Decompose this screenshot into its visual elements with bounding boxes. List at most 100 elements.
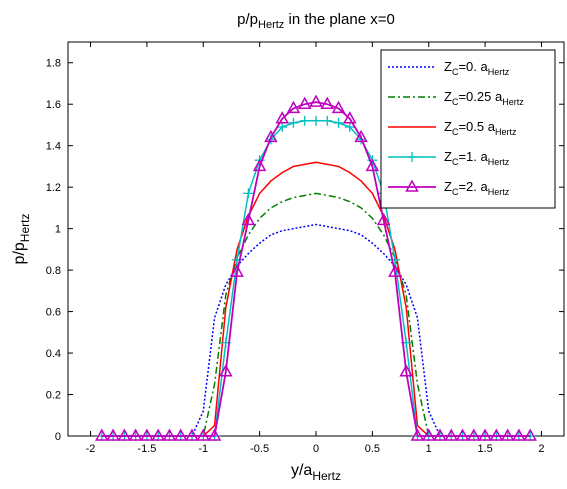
legend-item-1: ZC=0. aHertz [388, 59, 510, 77]
data-point-triangle [399, 364, 413, 377]
data-point-triangle [320, 96, 335, 109]
x-axis-label-main: y/a [291, 462, 312, 479]
legend-label: ZC=0.5 aHertz [444, 119, 517, 137]
legend-label-part: C [452, 157, 459, 167]
legend-label-part: Hertz [495, 127, 517, 137]
data-point-triangle [117, 428, 132, 441]
legend-label-part: =0. a [458, 59, 488, 74]
data-point-triangle [297, 96, 312, 109]
legend-label-part: Hertz [488, 187, 510, 197]
y-axis-label: p/pHertz [11, 214, 32, 265]
data-point-triangle [151, 428, 165, 441]
data-point-triangle [286, 100, 301, 114]
x-tick-label: -1.5 [137, 443, 156, 455]
legend-label-part: Z [444, 119, 452, 134]
legend-label-part: C [452, 67, 459, 77]
data-point-plus [333, 117, 344, 128]
data-point-triangle [230, 264, 244, 277]
data-point-triangle [196, 428, 211, 441]
data-point-triangle [106, 428, 120, 441]
x-axis-label: y/aHertz [291, 462, 341, 483]
legend-label: ZC=0. aHertz [444, 59, 510, 77]
data-point-triangle [467, 428, 481, 441]
y-tick-label: 0.6 [46, 307, 61, 319]
data-point-triangle [264, 129, 278, 143]
data-point-triangle [365, 158, 380, 172]
data-point-triangle [523, 428, 537, 441]
data-point-triangle [354, 129, 368, 143]
x-tick-label: 0 [313, 443, 319, 455]
data-point-triangle [162, 428, 177, 441]
title-rest: in the plane x=0 [284, 11, 395, 28]
legend-label-part: Z [444, 59, 452, 74]
x-tick-label: -0.5 [250, 443, 269, 455]
y-axis-label-main: p/p [11, 242, 28, 264]
data-point-triangle [309, 94, 323, 107]
data-point-plus [243, 188, 254, 199]
data-point-triangle [241, 212, 256, 226]
data-point-plus [311, 115, 321, 126]
legend-label-part: =0.5 a [458, 119, 495, 134]
legend-label: ZC=1. aHertz [444, 149, 510, 167]
data-point-plus [299, 115, 310, 126]
data-point-plus [407, 152, 417, 162]
legend-label-part: C [452, 97, 459, 107]
y-tick-label: 0.4 [46, 348, 61, 360]
y-tick-label: 0 [55, 431, 61, 443]
series-line-1 [101, 223, 531, 437]
data-point-triangle [478, 428, 492, 441]
data-point-triangle [376, 212, 391, 226]
y-tick-label: 1.8 [46, 58, 61, 70]
data-point-triangle [512, 428, 526, 441]
legend-item-2: ZC=0.25 aHertz [388, 89, 524, 107]
data-point-triangle [388, 264, 402, 277]
data-point-triangle [410, 428, 425, 441]
y-tick-label: 1 [55, 224, 61, 236]
data-point-triangle [219, 364, 233, 377]
x-tick-label: -2 [86, 443, 96, 455]
data-point-triangle [140, 428, 154, 441]
y-tick-label: 0.8 [46, 265, 61, 277]
legend-label-part: Hertz [502, 97, 524, 107]
data-point-triangle [343, 111, 357, 124]
legend-label-part: Hertz [488, 157, 510, 167]
y-axis-label-subscript: Hertz [18, 214, 32, 243]
data-point-triangle [275, 111, 289, 124]
data-point-triangle [500, 428, 515, 441]
series-layer [95, 94, 537, 441]
data-point-triangle [433, 428, 447, 441]
data-point-plus [288, 117, 299, 128]
legend-label-part: Z [444, 179, 452, 194]
data-point-plus [344, 122, 355, 133]
legend-label-part: =2. a [458, 179, 488, 194]
x-tick-label: 2 [538, 443, 544, 455]
x-tick-label: -1 [198, 443, 208, 455]
data-point-plus [277, 122, 288, 133]
legend-item-4: ZC=1. aHertz [388, 149, 510, 167]
title-subscript: Hertz [258, 19, 284, 31]
data-point-triangle [489, 428, 504, 441]
legend-label-part: Hertz [488, 67, 510, 77]
series-markers-5 [95, 94, 537, 441]
legend-box [380, 49, 556, 209]
x-axis-label-subscript: Hertz [312, 469, 341, 483]
y-tick-label: 1.2 [46, 182, 61, 194]
legend-label: ZC=2. aHertz [444, 179, 510, 197]
y-tick-label: 1.4 [46, 141, 61, 153]
legend-item-5: ZC=2. aHertz [388, 179, 510, 197]
legend-label: ZC=0.25 aHertz [444, 89, 524, 107]
legend-label-part: =1. a [458, 149, 488, 164]
data-point-triangle [331, 100, 346, 114]
data-point-triangle [207, 428, 222, 441]
x-tick-label: 0.5 [365, 443, 380, 455]
legend-label-part: Z [444, 89, 452, 104]
legend-label-part: C [452, 127, 459, 137]
data-point-plus [322, 115, 333, 126]
title-main: p/p [237, 11, 258, 28]
y-tick-label: 0.2 [46, 390, 61, 402]
data-point-triangle [455, 428, 470, 441]
legend-label-part: Z [444, 149, 452, 164]
